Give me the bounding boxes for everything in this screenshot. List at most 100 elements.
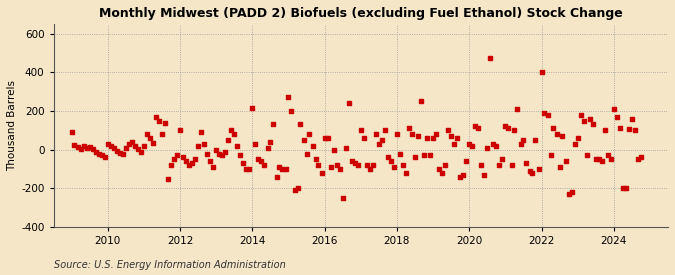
Point: [280, 167, 291, 171]
Point: [298, 138, 309, 142]
Point: [274, 165, 285, 169]
Point: [338, 196, 348, 200]
Point: [554, 165, 565, 169]
Point: [473, 126, 484, 131]
Point: [124, 142, 134, 146]
Point: [533, 167, 544, 171]
Point: [111, 148, 122, 153]
Point: [434, 167, 445, 171]
Point: [506, 163, 517, 167]
Point: [548, 126, 559, 131]
Point: [371, 132, 381, 136]
Point: [500, 124, 511, 129]
Point: [78, 144, 89, 148]
Point: [286, 109, 297, 113]
Point: [379, 128, 390, 133]
Point: [66, 130, 77, 134]
Point: [449, 142, 460, 146]
Point: [120, 145, 131, 150]
Point: [331, 163, 342, 167]
Point: [238, 161, 248, 165]
Point: [455, 175, 466, 179]
Point: [620, 186, 631, 191]
Point: [151, 115, 161, 119]
Point: [319, 136, 330, 140]
Point: [69, 143, 80, 147]
Point: [355, 128, 366, 133]
Point: [599, 128, 610, 133]
Point: [512, 107, 522, 111]
Point: [247, 106, 258, 110]
Point: [466, 144, 477, 148]
Point: [226, 128, 237, 133]
Point: [109, 145, 119, 150]
Point: [82, 145, 92, 150]
Point: [313, 163, 324, 167]
Point: [536, 70, 547, 75]
Point: [608, 107, 619, 111]
Point: [612, 115, 622, 119]
Point: [144, 136, 155, 140]
Point: [572, 136, 583, 140]
Point: [509, 128, 520, 133]
Point: [178, 155, 188, 160]
Point: [618, 186, 628, 191]
Point: [307, 144, 318, 148]
Point: [352, 163, 363, 167]
Point: [416, 99, 427, 103]
Point: [482, 145, 493, 150]
Point: [241, 167, 252, 171]
Point: [412, 134, 423, 138]
Point: [446, 134, 456, 138]
Point: [470, 124, 481, 129]
Point: [148, 141, 159, 145]
Point: [428, 136, 439, 140]
Point: [141, 132, 152, 136]
Point: [199, 142, 210, 146]
Point: [587, 122, 598, 127]
Point: [244, 167, 255, 171]
Point: [334, 167, 345, 171]
Point: [105, 144, 116, 148]
Point: [163, 177, 173, 181]
Point: [389, 165, 400, 169]
Point: [410, 155, 421, 160]
Point: [259, 163, 270, 167]
Point: [624, 127, 634, 131]
Point: [90, 149, 101, 154]
Point: [253, 157, 264, 161]
Point: [636, 155, 647, 160]
Point: [476, 163, 487, 167]
Text: Source: U.S. Energy Information Administration: Source: U.S. Energy Information Administ…: [54, 260, 286, 270]
Point: [400, 171, 411, 175]
Point: [464, 142, 475, 146]
Point: [539, 111, 550, 115]
Point: [250, 142, 261, 146]
Point: [72, 145, 83, 149]
Point: [196, 130, 207, 134]
Point: [575, 113, 586, 117]
Point: [171, 153, 182, 158]
Point: [289, 188, 300, 192]
Point: [114, 150, 125, 155]
Point: [503, 126, 514, 131]
Title: Monthly Midwest (PADD 2) Biofuels (excluding Fuel Ethanol) Stock Change: Monthly Midwest (PADD 2) Biofuels (exclu…: [99, 7, 622, 20]
Point: [570, 142, 580, 146]
Point: [404, 126, 414, 131]
Point: [407, 132, 418, 136]
Point: [452, 136, 462, 140]
Point: [175, 128, 186, 133]
Point: [214, 151, 225, 156]
Point: [317, 171, 327, 175]
Point: [154, 119, 165, 123]
Point: [208, 165, 219, 169]
Point: [367, 163, 378, 167]
Point: [103, 142, 113, 146]
Point: [524, 169, 535, 173]
Point: [358, 136, 369, 140]
Point: [192, 144, 203, 148]
Point: [560, 159, 571, 163]
Point: [117, 151, 128, 156]
Point: [271, 175, 282, 179]
Point: [186, 161, 197, 165]
